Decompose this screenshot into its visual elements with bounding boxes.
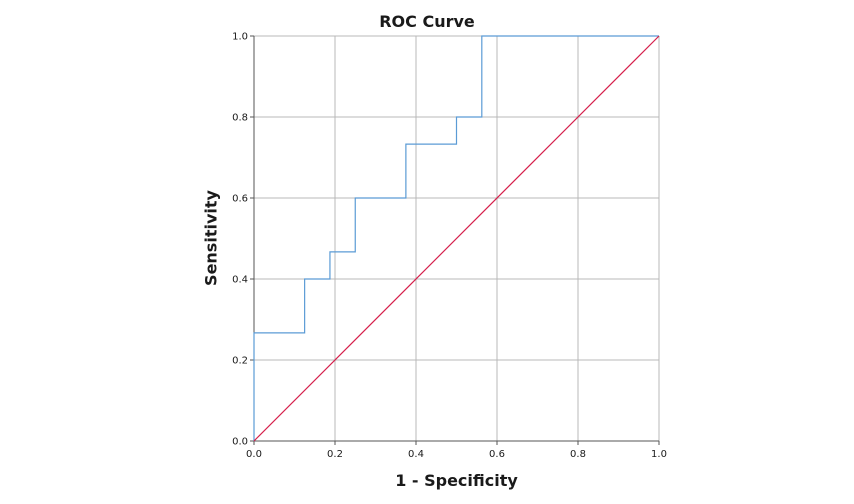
x-axis-label: 1 - Specificity	[395, 471, 518, 490]
y-tick-label: 0.4	[232, 275, 248, 286]
y-tick-label: 0.0	[232, 437, 248, 448]
x-tick-label: 0.2	[327, 449, 343, 460]
x-tick-label: 0.8	[570, 449, 586, 460]
x-tick-label: 0.6	[489, 449, 505, 460]
y-tick-label: 0.8	[232, 113, 248, 124]
series	[253, 35, 660, 442]
x-tick-label: 1.0	[651, 449, 667, 460]
x-tick-label: 0.0	[246, 449, 262, 460]
y-tick-label: 0.6	[232, 194, 248, 205]
y-tick-label: 1.0	[232, 32, 248, 43]
reference-line	[253, 35, 660, 442]
tick-labels: 0.0 0.2 0.4 0.6 0.8 1.0 0.0 0.2 0.4 0.6 0.8 1.0	[232, 32, 667, 461]
chart-title: ROC Curve	[379, 12, 475, 31]
y-tick-label: 0.2	[232, 356, 248, 367]
roc-curve-line	[253, 35, 659, 441]
x-tick-label: 0.4	[408, 449, 424, 460]
